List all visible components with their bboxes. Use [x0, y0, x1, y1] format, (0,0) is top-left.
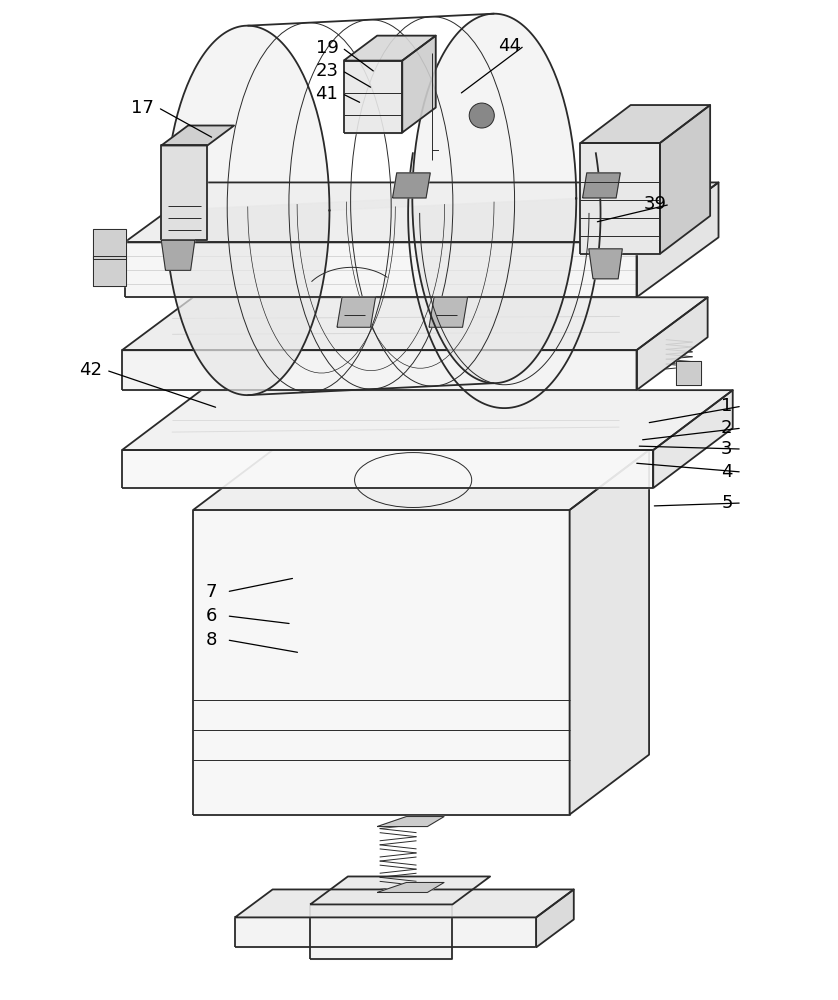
Polygon shape	[337, 297, 375, 327]
Polygon shape	[589, 249, 623, 279]
Polygon shape	[122, 450, 654, 488]
Polygon shape	[122, 390, 732, 450]
Text: 41: 41	[316, 85, 339, 103]
Text: 1: 1	[722, 397, 732, 415]
Polygon shape	[166, 14, 577, 210]
Polygon shape	[344, 61, 402, 133]
Polygon shape	[162, 126, 234, 145]
Polygon shape	[429, 297, 468, 327]
Polygon shape	[235, 917, 536, 947]
Polygon shape	[654, 390, 732, 488]
Polygon shape	[536, 889, 574, 947]
Polygon shape	[162, 240, 194, 270]
Text: 4: 4	[722, 463, 732, 481]
Text: 44: 44	[498, 37, 521, 55]
Text: 19: 19	[316, 39, 339, 57]
Polygon shape	[344, 36, 436, 61]
Polygon shape	[122, 297, 707, 350]
Polygon shape	[310, 876, 490, 904]
Text: 17: 17	[132, 99, 154, 117]
Text: 2: 2	[722, 419, 732, 437]
Polygon shape	[193, 450, 649, 510]
Text: 6: 6	[206, 607, 217, 625]
Polygon shape	[570, 450, 649, 815]
Polygon shape	[392, 173, 430, 198]
Polygon shape	[377, 817, 444, 827]
Polygon shape	[581, 105, 710, 143]
Polygon shape	[675, 361, 701, 385]
Polygon shape	[93, 229, 127, 259]
Text: 7: 7	[206, 583, 217, 601]
Text: 5: 5	[722, 494, 732, 512]
Polygon shape	[402, 36, 436, 133]
Polygon shape	[660, 105, 710, 254]
Polygon shape	[162, 145, 207, 240]
Polygon shape	[581, 143, 660, 254]
Text: 23: 23	[315, 62, 339, 80]
Text: 39: 39	[644, 195, 666, 213]
Polygon shape	[193, 510, 570, 815]
Polygon shape	[125, 242, 637, 297]
Polygon shape	[637, 297, 707, 390]
Polygon shape	[122, 350, 637, 390]
Polygon shape	[377, 882, 444, 892]
Polygon shape	[582, 173, 620, 198]
Polygon shape	[310, 904, 453, 959]
Text: 8: 8	[206, 631, 217, 649]
Polygon shape	[166, 198, 577, 395]
Text: 42: 42	[80, 361, 102, 379]
Ellipse shape	[469, 103, 494, 128]
Polygon shape	[93, 256, 127, 286]
Polygon shape	[637, 182, 718, 297]
Polygon shape	[125, 182, 718, 242]
Text: 3: 3	[722, 440, 732, 458]
Polygon shape	[235, 889, 574, 917]
